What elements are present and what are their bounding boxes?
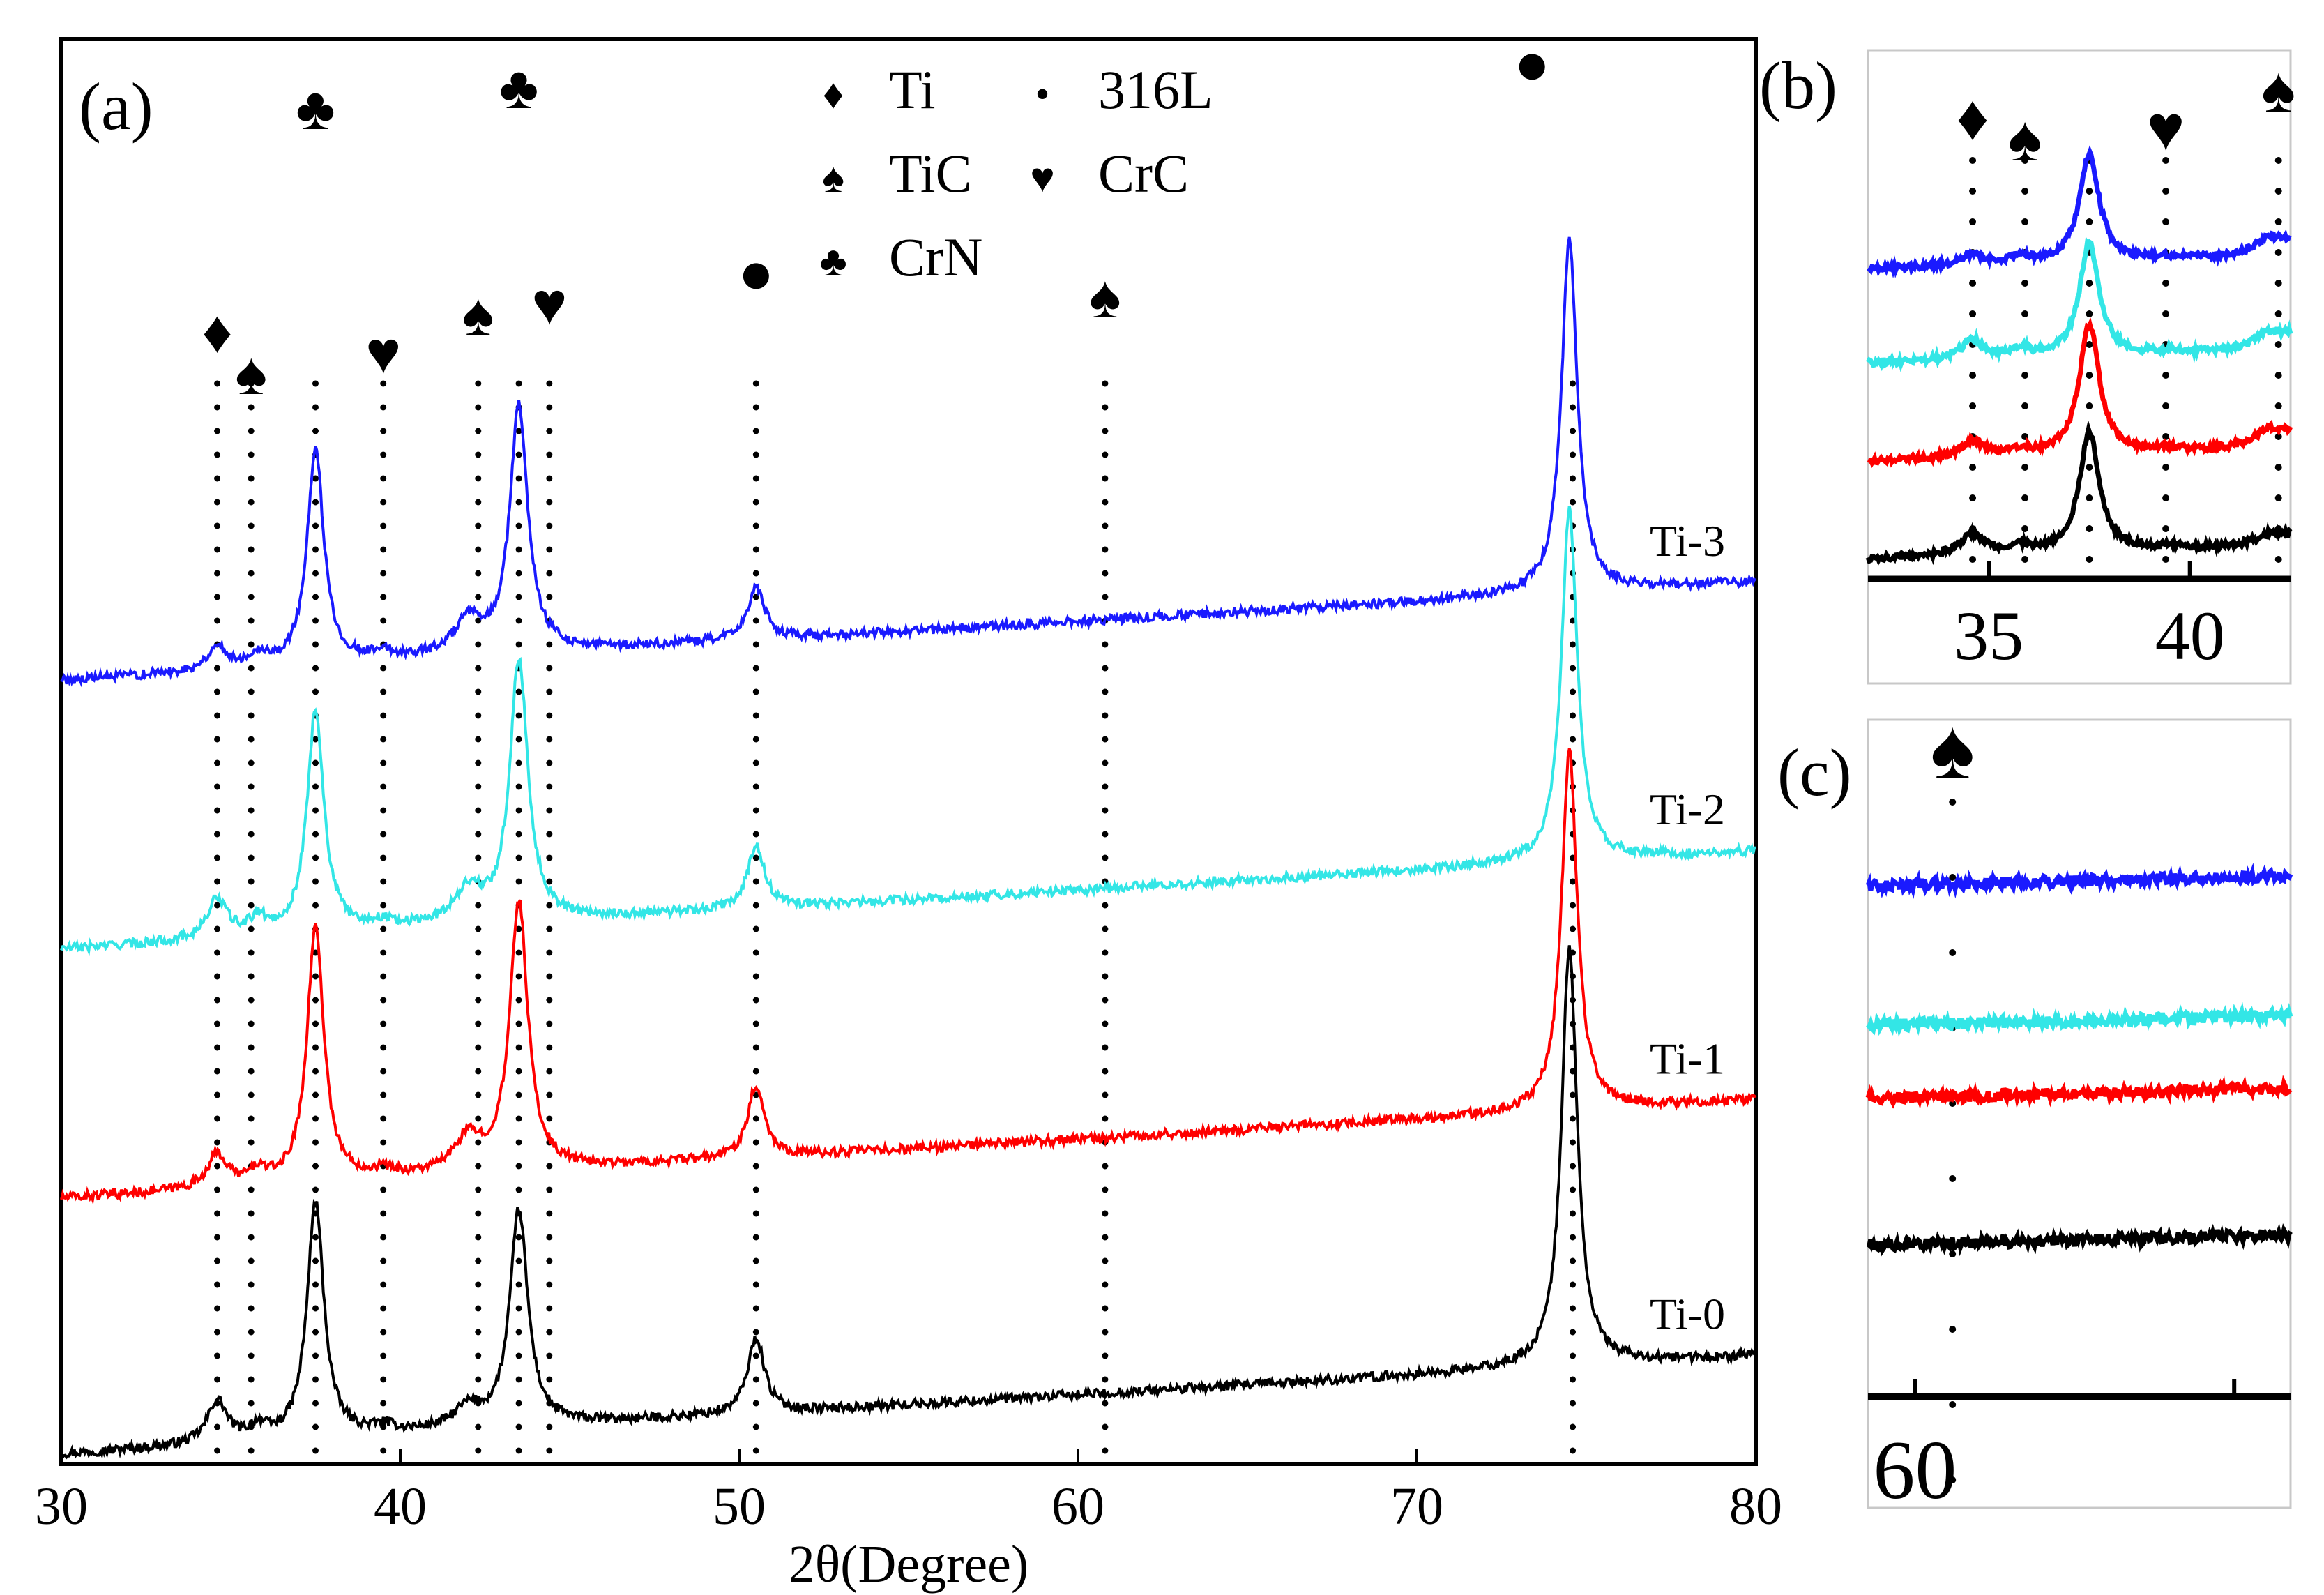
inset-x-tick-label: 35	[1954, 597, 2023, 674]
x-tick-label: 60	[1051, 1477, 1104, 1536]
inset-series-line-ti-3	[1866, 145, 2292, 278]
inset-peak-marker: ♠	[2008, 103, 2042, 174]
inset-series-line-ti-3	[1865, 862, 2293, 899]
inset-x-tick-label: 40	[2155, 597, 2225, 674]
peak-marker-tic: ♠	[1089, 264, 1121, 331]
series-line-ti-0	[60, 945, 1757, 1460]
legend-symbol: ♣	[819, 239, 846, 285]
peak-marker-tic: ♠	[235, 340, 267, 407]
series-line-ti-1	[60, 748, 1757, 1205]
inset-series-line-ti-0	[1865, 420, 2293, 566]
inset-peak-marker: ♥	[2147, 93, 2185, 164]
inset-peak-marker: ♠	[2261, 54, 2295, 126]
legend-label-tic: TiC	[889, 143, 972, 204]
x-tick-label: 40	[374, 1477, 427, 1536]
legend-symbol: ♦	[823, 71, 844, 117]
inset-series-line-ti-2	[1865, 236, 2293, 372]
legend-label-crc: CrC	[1098, 143, 1189, 204]
peak-marker-crn: ♣	[499, 54, 538, 121]
panel-c-label: (c)	[1777, 735, 1852, 810]
legend-symbol: ♠	[822, 155, 844, 201]
x-tick-label: 50	[713, 1477, 766, 1536]
peak-marker-tic: ♠	[462, 281, 494, 348]
peak-marker-ti: ♦	[202, 298, 233, 365]
inset-x-tick-label: 60	[1873, 1423, 1957, 1516]
peak-marker-crc: ♥	[365, 319, 401, 386]
peak-marker-316l: ●	[738, 239, 774, 306]
legend-symbol: ♥	[1030, 155, 1055, 201]
panel-a-frame	[59, 37, 1758, 1466]
x-tick-label: 80	[1729, 1477, 1782, 1536]
inset-peak-marker: ♠	[1930, 703, 1975, 796]
inset-series-line-ti-1	[1867, 317, 2293, 469]
peak-marker-316l: ●	[1514, 30, 1550, 97]
panel-a-label: (a)	[79, 69, 153, 144]
series-label-ti-1: Ti-1	[1650, 1034, 1725, 1083]
legend-label-316l: 316L	[1098, 59, 1213, 120]
inset-peak-marker: ♦	[1957, 82, 1989, 153]
series-label-ti-3: Ti-3	[1650, 516, 1725, 566]
series-label-ti-2: Ti-2	[1650, 785, 1725, 834]
series-label-ti-0: Ti-0	[1650, 1289, 1725, 1338]
inset-series-line-ti-2	[1866, 1001, 2293, 1037]
panel-a: ♦♠♣♥♠♣♥ ● ♠● Ti-0Ti-1Ti-2Ti-3 ♦ Ti • 316L♠ TiC…	[35, 30, 1782, 1594]
legend-label-crn: CrN	[889, 227, 982, 287]
x-tick-label: 70	[1390, 1477, 1443, 1536]
panel-b-label: (b)	[1759, 48, 1837, 123]
panel-c-frame	[1867, 718, 2292, 1509]
x-tick-label: 30	[35, 1477, 88, 1536]
peak-marker-crn: ♣	[296, 75, 335, 142]
legend: ♦ Ti • 316L ♠ TiC ♥ CrC ♣ CrN	[819, 59, 1213, 287]
peak-marker-crc: ♥	[531, 271, 567, 338]
panel-b: ♦ ♠ ♥ ♠ 35 40 (b)	[1759, 48, 2295, 685]
legend-symbol: •	[1035, 71, 1049, 117]
series-line-ti-3	[60, 236, 1757, 688]
inset-series-line-ti-0	[1866, 1223, 2293, 1257]
series-line-ti-2	[60, 506, 1756, 957]
inset-series-line-ti-1	[1865, 1075, 2293, 1110]
x-axis-label: 2θ(Degree)	[789, 1535, 1028, 1594]
panel-c: ♠ 60 (c)	[1777, 703, 2293, 1516]
legend-label-ti: Ti	[889, 59, 936, 120]
